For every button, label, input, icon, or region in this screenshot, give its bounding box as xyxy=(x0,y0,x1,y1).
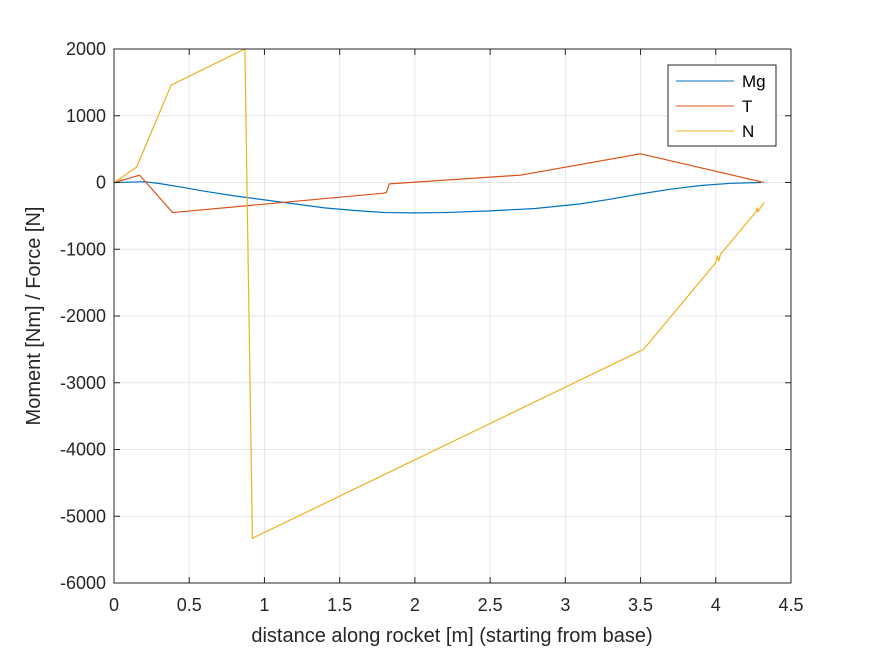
series-line-mg xyxy=(113,181,761,214)
y-tick-label: -3000 xyxy=(60,373,106,393)
x-tick-label: 0.5 xyxy=(177,595,202,615)
y-tick-labels: -6000 -5000 -4000 -3000 -2000 -1000 0 1000 2000 xyxy=(60,39,106,593)
y-tick-label: -4000 xyxy=(60,440,106,460)
x-axis-label: distance along rocket [m] (starting from… xyxy=(251,625,652,647)
x-tick-label: 2 xyxy=(410,595,420,615)
legend-label-t: T xyxy=(742,97,752,116)
y-tick-label: 2000 xyxy=(66,39,106,59)
data-series xyxy=(113,48,765,539)
y-tick-label: 1000 xyxy=(66,106,106,126)
legend-label-n: N xyxy=(742,122,754,141)
series-line-t xyxy=(113,153,765,214)
x-tick-label: 1 xyxy=(259,595,269,615)
x-tick-label: 3 xyxy=(560,595,570,615)
x-tick-label: 0 xyxy=(109,595,119,615)
series-line-n xyxy=(113,48,765,539)
x-tick-label: 1.5 xyxy=(327,595,352,615)
y-tick-label: -2000 xyxy=(60,306,106,326)
axis-ticks xyxy=(113,48,792,584)
x-tick-label: 3.5 xyxy=(628,595,653,615)
y-tick-label: -1000 xyxy=(60,239,106,259)
x-tick-label: 4.5 xyxy=(778,595,803,615)
legend: Mg T N xyxy=(667,64,777,147)
y-tick-label: -6000 xyxy=(60,573,106,593)
x-tick-label: 4 xyxy=(711,595,721,615)
legend-label-mg: Mg xyxy=(742,72,766,91)
x-tick-labels: 0 0.5 1 1.5 2 2.5 3 3.5 4 4.5 xyxy=(109,595,804,615)
y-axis-label: Moment [Nm] / Force [N] xyxy=(23,207,45,426)
y-tick-label: -5000 xyxy=(60,506,106,526)
x-tick-label: 2.5 xyxy=(478,595,503,615)
y-tick-label: 0 xyxy=(96,173,106,193)
